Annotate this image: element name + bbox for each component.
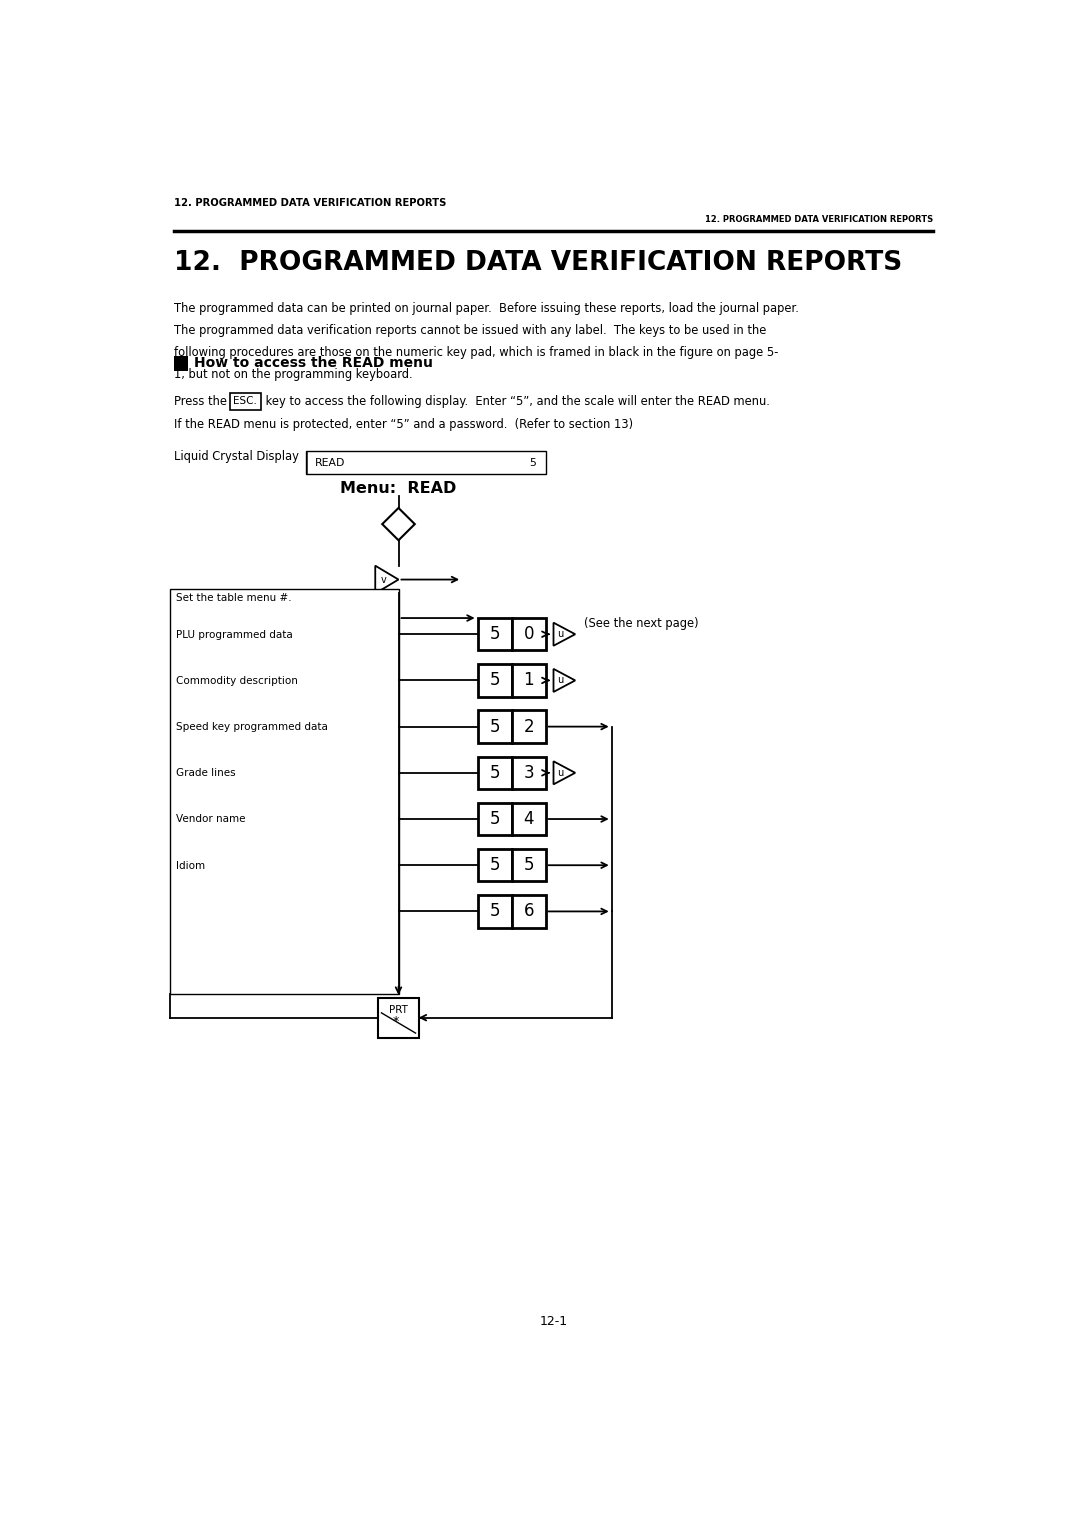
Bar [477,849,512,881]
Bar [512,895,545,927]
Bar [477,802,512,836]
Text: Set the table menu #.: Set the table menu #. [176,593,292,604]
Text: (See the next page): (See the next page) [584,616,699,630]
Text: If the READ menu is protected, enter “5” and a password.  (Refer to section 13): If the READ menu is protected, enter “5”… [174,418,633,432]
Bar [512,665,545,697]
Text: 5: 5 [529,458,537,468]
Bar [477,618,512,650]
Text: Grade lines: Grade lines [176,769,235,778]
Polygon shape [375,566,399,593]
Text: READ: READ [314,458,346,468]
Text: 2: 2 [524,718,534,735]
Bar [170,589,399,994]
Text: Idiom: Idiom [176,860,205,871]
Text: 5: 5 [489,810,500,828]
Polygon shape [554,669,576,692]
Bar [512,802,545,836]
Bar [230,393,260,410]
Text: 12-1: 12-1 [539,1315,568,1328]
Text: The programmed data verification reports cannot be issued with any label.  The k: The programmed data verification reports… [174,325,766,337]
Text: 5: 5 [489,903,500,921]
Text: 1: 1 [524,671,534,689]
Text: 1, but not on the programming keyboard.: 1, but not on the programming keyboard. [174,368,413,381]
Bar [512,849,545,881]
Text: Liquid Crystal Display: Liquid Crystal Display [174,450,299,464]
Polygon shape [382,508,415,540]
Bar [477,895,512,927]
Text: 5: 5 [489,718,500,735]
Text: u: u [557,630,564,639]
Text: v: v [380,575,387,584]
Text: Speed key programmed data: Speed key programmed data [176,721,328,732]
Text: 12. PROGRAMMED DATA VERIFICATION REPORTS: 12. PROGRAMMED DATA VERIFICATION REPORTS [705,215,933,224]
Text: 6: 6 [524,903,534,921]
Text: PRT: PRT [389,1005,408,1016]
Text: u: u [557,676,564,685]
Text: Press the: Press the [174,395,230,407]
Text: 5: 5 [524,856,534,874]
Text: u: u [557,767,564,778]
Bar [378,997,419,1037]
Text: *: * [392,1016,399,1028]
Bar [512,711,545,743]
Polygon shape [554,622,576,645]
Polygon shape [554,761,576,784]
Bar [477,665,512,697]
Text: 3: 3 [524,764,534,782]
Text: 5: 5 [489,625,500,644]
Text: The programmed data can be printed on journal paper.  Before issuing these repor: The programmed data can be printed on jo… [174,302,798,316]
Text: ESC.: ESC. [233,396,257,406]
Text: 5: 5 [489,856,500,874]
Bar [512,756,545,788]
Bar [477,711,512,743]
Text: key to access the following display.  Enter “5”, and the scale will enter the RE: key to access the following display. Ent… [262,395,770,407]
Text: PLU programmed data: PLU programmed data [176,630,293,639]
Bar [174,357,188,371]
Text: 12. PROGRAMMED DATA VERIFICATION REPORTS: 12. PROGRAMMED DATA VERIFICATION REPORTS [174,198,446,209]
Text: Menu:  READ: Menu: READ [340,480,457,496]
Bar [477,756,512,788]
Bar [512,618,545,650]
Text: How to access the READ menu: How to access the READ menu [194,357,433,371]
Text: 5: 5 [489,671,500,689]
Text: Vendor name: Vendor name [176,814,245,825]
Text: 0: 0 [524,625,534,644]
Text: 12.  PROGRAMMED DATA VERIFICATION REPORTS: 12. PROGRAMMED DATA VERIFICATION REPORTS [174,250,902,276]
Text: 5: 5 [489,764,500,782]
Text: following procedures are those on the numeric key pad, which is framed in black : following procedures are those on the nu… [174,346,778,360]
Text: 4: 4 [524,810,534,828]
Bar [306,451,545,474]
Text: Commodity description: Commodity description [176,676,298,686]
